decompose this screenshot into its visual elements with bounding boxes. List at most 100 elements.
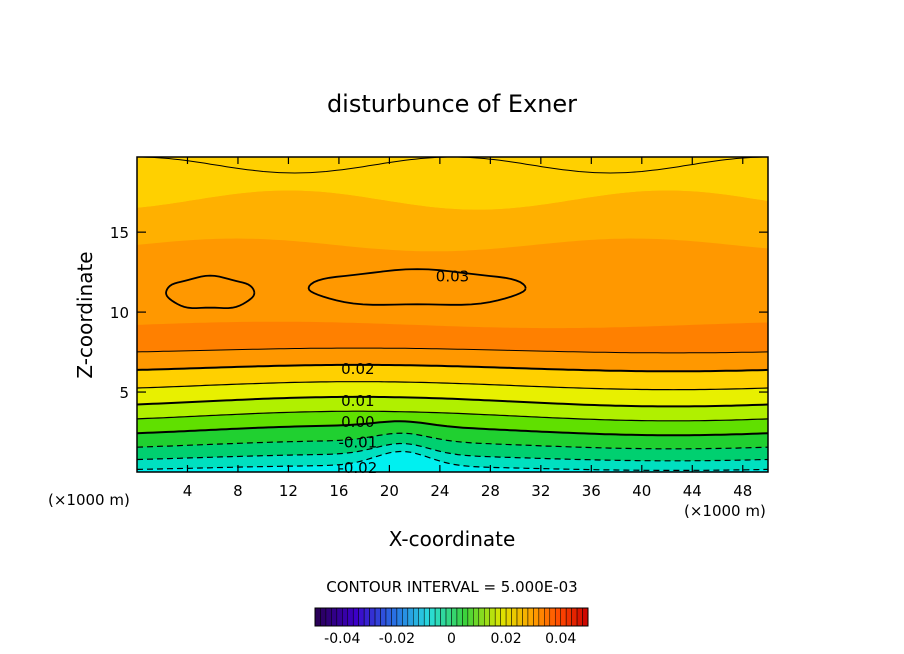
colorbar-segment <box>456 607 463 627</box>
contour-line <box>137 157 768 174</box>
colorbar-segment <box>571 607 578 627</box>
contour-label: -0.02 <box>338 459 377 477</box>
colorbar-segment <box>352 607 359 627</box>
contour-interval-text: CONTOUR INTERVAL = 5.000E-03 <box>326 578 577 596</box>
y-tick-label: 15 <box>110 224 129 242</box>
colorbar-segment <box>538 607 545 627</box>
colorbar-segment <box>565 607 572 627</box>
contour-line <box>137 432 768 450</box>
colorbar-segment <box>342 607 349 627</box>
contour-line <box>137 420 768 437</box>
x-unit-right: (×1000 m) <box>684 502 766 520</box>
contour-line <box>137 347 768 354</box>
colorbar-segment <box>484 607 490 627</box>
x-tick-label: 28 <box>481 482 500 500</box>
colorbar-segment <box>380 607 387 627</box>
contour-line <box>137 410 768 422</box>
colorbar-segment <box>369 607 376 627</box>
colorbar-segment <box>385 607 392 627</box>
contour-band <box>137 157 768 210</box>
colorbar-segment <box>544 607 551 627</box>
contour-line <box>307 268 527 306</box>
colorbar-segment <box>582 607 589 627</box>
colorbar-segment <box>473 607 480 627</box>
colorbar-segment <box>336 607 343 627</box>
contour-line <box>137 450 768 471</box>
x-tick-label: 20 <box>380 482 399 500</box>
colorbar-segment <box>505 607 512 627</box>
contour-label: -0.01 <box>338 434 377 452</box>
colorbar-segment <box>418 607 425 627</box>
colorbar-segment <box>320 607 327 627</box>
x-tick-label: 8 <box>233 482 243 500</box>
x-tick-label: 12 <box>279 482 298 500</box>
y-tick-label: 5 <box>119 384 129 402</box>
colorbar-segment <box>527 607 534 627</box>
contour-label: 0.01 <box>341 392 374 410</box>
x-tick-label: 16 <box>329 482 348 500</box>
colorbar-segment <box>560 607 567 627</box>
colorbar-segment <box>522 607 529 627</box>
colorbar-frame <box>314 607 589 627</box>
colorbar-tick-label: -0.04 <box>324 631 360 647</box>
colorbar-segment <box>445 607 452 627</box>
colorbar-tick-label: -0.02 <box>379 631 415 647</box>
colorbar-segment <box>467 607 474 627</box>
colorbar-segment <box>363 607 370 627</box>
x-tick-label: 32 <box>531 482 550 500</box>
colorbar-segment <box>549 607 556 627</box>
contour-line <box>137 442 768 462</box>
colorbar-segment <box>358 607 365 627</box>
colorbar-segment <box>407 607 414 627</box>
colorbar-tick-label: 0.02 <box>491 631 522 647</box>
colorbar-segment <box>511 607 518 627</box>
x-tick-label: 48 <box>733 482 752 500</box>
colorbar-segment <box>494 607 501 627</box>
colorbar-segment <box>478 607 485 627</box>
colorbar-segment <box>402 607 409 627</box>
colorbar-tick-label: 0.04 <box>545 631 576 647</box>
x-unit-left: (×1000 m) <box>48 491 130 509</box>
x-tick-label: 36 <box>582 482 601 500</box>
y-tick-label: 10 <box>110 304 129 322</box>
colorbar-segment <box>500 607 507 627</box>
y-axis-label: Z-coordinate <box>73 251 97 378</box>
x-tick-label: 4 <box>183 482 193 500</box>
colorbar-segment <box>325 607 332 627</box>
x-tick-label: 40 <box>632 482 651 500</box>
colorbar-segment <box>451 607 458 627</box>
x-tick-label: 24 <box>430 482 449 500</box>
colorbar-segment <box>554 607 561 627</box>
contour-label: 0.03 <box>436 267 469 285</box>
colorbar-segment <box>434 607 441 627</box>
colorbar-segment <box>347 607 354 627</box>
chart-title: disturbunce of Exner <box>327 90 577 118</box>
contour-line <box>137 395 768 408</box>
colorbar-segment <box>423 607 430 627</box>
colorbar-segment <box>533 607 540 627</box>
colorbar-segment <box>576 607 583 627</box>
x-tick-label: 44 <box>683 482 702 500</box>
plot-area: 0.030.020.010.00-0.01-0.02 4 8 12 16 20 24 28 3… <box>110 156 769 500</box>
plot-frame <box>136 156 769 473</box>
contour-line <box>165 274 256 310</box>
colorbar-segment <box>462 607 469 627</box>
colorbar-segment <box>440 607 447 627</box>
colorbar-segment <box>314 607 321 627</box>
contour-line <box>137 381 768 391</box>
colorbar-segment <box>413 607 419 627</box>
colorbar-segment <box>489 607 496 627</box>
contour-line <box>137 363 768 373</box>
colorbar-segment <box>391 607 398 627</box>
contour-label: 0.00 <box>341 413 374 431</box>
colorbar-segment <box>374 607 381 627</box>
colorbar-segment <box>429 607 436 627</box>
contour-band <box>137 443 768 472</box>
x-axis-label: X-coordinate <box>389 527 516 551</box>
contour-label: 0.02 <box>341 360 374 378</box>
colorbar-segment <box>516 607 523 627</box>
colorbar-segment <box>396 607 403 627</box>
colorbar-tick-label: 0 <box>447 631 456 647</box>
colorbar: -0.04 -0.02 0 0.02 0.04 <box>314 607 589 647</box>
